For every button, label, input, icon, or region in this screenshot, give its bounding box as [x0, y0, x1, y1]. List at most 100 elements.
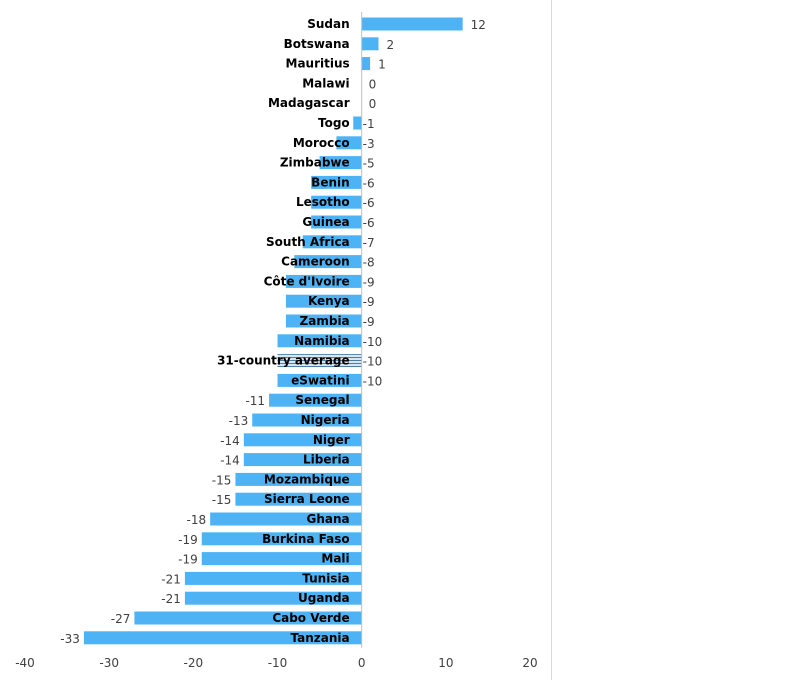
bar — [361, 37, 379, 51]
bar — [269, 393, 362, 407]
category-label: Mali — [321, 552, 349, 566]
category-label: Uganda — [298, 591, 350, 605]
category-label: Mozambique — [264, 472, 350, 486]
category-label: Nigeria — [301, 413, 350, 427]
x-tick-label: -20 — [184, 656, 204, 670]
value-label: -9 — [363, 275, 375, 289]
bar — [243, 453, 362, 467]
bar — [83, 631, 362, 645]
category-label: Lesotho — [296, 195, 350, 209]
value-label: -7 — [363, 236, 375, 250]
category-label: Zambia — [300, 314, 350, 328]
bar — [277, 334, 362, 348]
value-label: -15 — [212, 473, 232, 487]
bar-average — [277, 354, 362, 368]
category-label: South Africa — [266, 235, 350, 249]
value-label: -10 — [363, 355, 383, 369]
bar — [277, 373, 362, 387]
bar — [285, 294, 362, 308]
value-label: 1 — [378, 58, 386, 72]
value-label: -9 — [363, 295, 375, 309]
value-label: -8 — [363, 256, 375, 270]
bar — [235, 492, 362, 506]
value-label: -6 — [363, 216, 375, 230]
bar — [235, 472, 362, 486]
bar — [243, 433, 362, 447]
value-label: -27 — [111, 612, 131, 626]
category-label: eSwatini — [291, 373, 349, 387]
category-label: Tunisia — [302, 571, 349, 585]
category-label: Benin — [311, 175, 349, 189]
value-label: -9 — [363, 315, 375, 329]
category-label: Togo — [318, 116, 350, 130]
value-label: -21 — [161, 592, 181, 606]
bar — [302, 235, 362, 249]
category-label: Cameroon — [281, 255, 350, 269]
bar — [361, 57, 371, 71]
bar — [201, 532, 362, 546]
bar — [201, 552, 362, 566]
bar — [294, 255, 362, 269]
value-label: 2 — [387, 38, 395, 52]
value-label: -10 — [363, 374, 383, 388]
value-label: -14 — [220, 434, 240, 448]
value-label: -5 — [363, 157, 375, 171]
category-label: Ghana — [307, 512, 350, 526]
category-label: Guinea — [302, 215, 349, 229]
x-tick-label: -30 — [99, 656, 119, 670]
value-label: -11 — [245, 394, 265, 408]
value-label: -6 — [363, 176, 375, 190]
x-tick-label: 20 — [522, 656, 537, 670]
category-label: Côte d'Ivoire — [264, 274, 350, 288]
category-label: Niger — [313, 433, 350, 447]
value-label: -6 — [363, 196, 375, 210]
value-label: -21 — [161, 572, 181, 586]
category-label: Botswana — [284, 37, 350, 51]
category-label: Zimbabwe — [280, 156, 350, 170]
value-label: -3 — [363, 137, 375, 151]
category-label: Malawi — [302, 76, 349, 90]
value-label: 0 — [369, 97, 377, 111]
x-tick-label: 10 — [438, 656, 453, 670]
bar — [184, 571, 362, 585]
category-label: Liberia — [303, 453, 350, 467]
bar — [336, 136, 362, 150]
category-label: Burkina Faso — [262, 532, 350, 546]
category-label: Sudan — [307, 17, 349, 31]
x-tick-label: -40 — [15, 656, 35, 670]
bar — [285, 274, 362, 288]
category-label: Sierra Leone — [264, 492, 350, 506]
category-label: Mauritius — [286, 57, 350, 71]
value-label: 12 — [471, 18, 486, 32]
category-label: Tanzania — [291, 631, 350, 645]
category-label: Namibia — [294, 334, 350, 348]
value-label: -14 — [220, 454, 240, 468]
bar — [361, 17, 463, 31]
bar-chart: Sudan 12 Botswana 2 Mauritius 1 Malawi 0 Madagas… — [15, 12, 538, 670]
category-label: Madagascar — [268, 96, 350, 110]
value-label: -33 — [60, 632, 80, 646]
value-label: -19 — [178, 553, 198, 567]
bar — [311, 215, 362, 229]
value-label: -15 — [212, 493, 232, 507]
value-label: 0 — [369, 77, 377, 91]
bar — [311, 175, 362, 189]
bar — [184, 591, 362, 605]
category-label: Kenya — [308, 294, 350, 308]
x-tick-label: -10 — [268, 656, 288, 670]
bar — [210, 512, 362, 526]
x-tick-label: 0 — [358, 656, 366, 670]
value-label: -13 — [229, 414, 249, 428]
category-label: Senegal — [295, 393, 349, 407]
category-label: Cabo Verde — [272, 611, 349, 625]
value-label: -1 — [363, 117, 375, 131]
bar — [134, 611, 362, 625]
chart-frame: Sudan 12 Botswana 2 Mauritius 1 Malawi 0 Madagas… — [15, 0, 552, 680]
bar — [311, 195, 362, 209]
category-label: 31-country average — [217, 354, 350, 368]
bar — [353, 116, 362, 130]
value-label: -10 — [363, 335, 383, 349]
category-label: Morocco — [293, 136, 350, 150]
bar — [285, 314, 362, 328]
value-label: -19 — [178, 533, 198, 547]
